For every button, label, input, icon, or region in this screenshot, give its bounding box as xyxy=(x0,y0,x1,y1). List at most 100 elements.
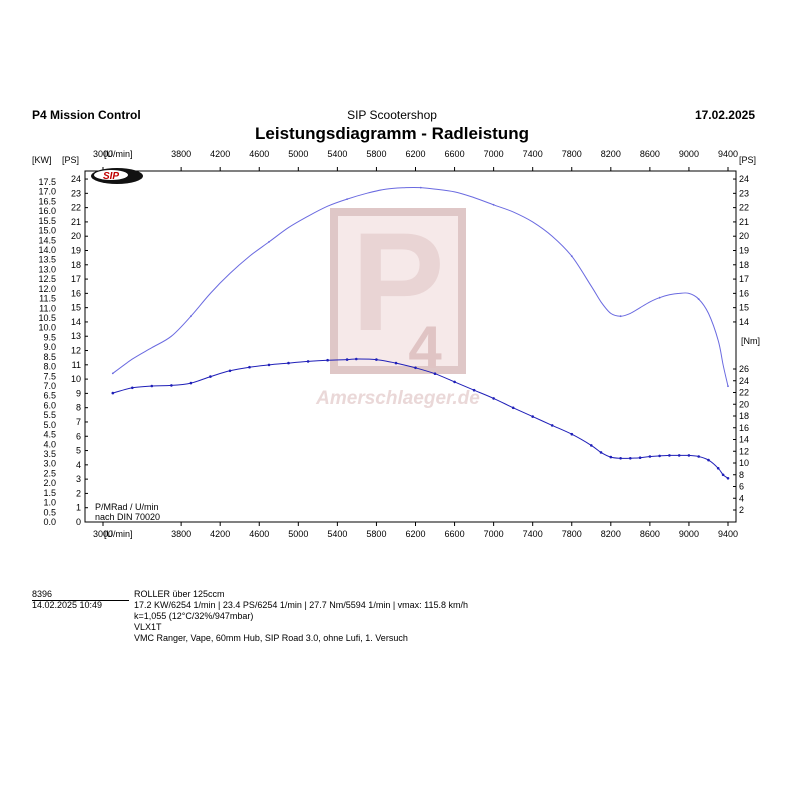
torque-point xyxy=(131,386,134,390)
x-tick-label: 8600 xyxy=(640,529,660,539)
kw-tick-label: 0.0 xyxy=(43,517,56,527)
ps-tick-label: 0 xyxy=(76,517,81,527)
power-point xyxy=(697,298,700,300)
nm-tick-label: 6 xyxy=(739,482,744,492)
x-tick-label: 5000 xyxy=(288,529,308,539)
header-date: 17.02.2025 xyxy=(694,108,755,122)
torque-point xyxy=(375,358,378,361)
torque-point xyxy=(345,358,349,361)
kw-tick-label: 0.5 xyxy=(43,507,56,517)
torque-point xyxy=(209,375,212,378)
ps-tick-label: 13 xyxy=(71,331,81,341)
torque-point xyxy=(453,380,456,384)
ps-tick-label: 8 xyxy=(76,403,81,413)
torque-point xyxy=(658,454,661,458)
axis-note-line-2: nach DIN 70020 xyxy=(95,512,160,522)
ps-tick-label: 12 xyxy=(71,346,81,356)
ps-tick-label: 16 xyxy=(71,288,81,298)
right-ps-tick-label: 20 xyxy=(739,231,749,241)
x-tick-label: 6200 xyxy=(405,529,425,539)
kw-tick-label: 8.5 xyxy=(43,352,56,362)
ps-tick-label: 19 xyxy=(71,245,81,255)
torque-point xyxy=(619,457,622,460)
header-company: SIP Scootershop xyxy=(347,108,437,122)
kw-tick-label: 3.0 xyxy=(43,459,56,469)
right-ps-tick-label: 22 xyxy=(739,203,749,213)
torque-point xyxy=(433,372,437,376)
torque-point xyxy=(677,454,681,457)
x-tick-label: 5800 xyxy=(366,529,386,539)
ps-tick-label: 24 xyxy=(71,174,81,184)
results-line: 17.2 KW/6254 1/min | 23.4 PS/6254 1/min … xyxy=(134,600,469,610)
torque-point xyxy=(228,369,232,373)
nm-tick-label: 20 xyxy=(739,399,749,409)
torque-point xyxy=(609,455,613,459)
top-x-tick-label: 8600 xyxy=(640,149,660,159)
kw-tick-label: 15.0 xyxy=(38,226,56,236)
right-ps-tick-label: 18 xyxy=(739,260,749,270)
ps-tick-label: 11 xyxy=(72,360,81,370)
torque-point xyxy=(414,366,417,370)
x-tick-label: 9400 xyxy=(718,529,738,539)
top-x-tick-label: 5000 xyxy=(288,149,308,159)
plot-frame xyxy=(84,170,737,523)
ps-unit-label: [PS] xyxy=(62,155,79,165)
ps-tick-label: 2 xyxy=(76,488,81,498)
right-ps-unit-label: [PS] xyxy=(739,155,756,165)
kw-tick-label: 9.0 xyxy=(43,342,56,352)
kw-tick-label: 17.0 xyxy=(38,187,56,197)
top-x-tick-label: 7000 xyxy=(484,149,504,159)
kw-tick-label: 17.5 xyxy=(38,177,56,187)
kw-tick-label: 11.0 xyxy=(39,303,56,313)
top-x-tick-label: 7800 xyxy=(562,149,582,159)
torque-point xyxy=(648,455,652,458)
kw-tick-label: 15.5 xyxy=(38,216,56,226)
nm-tick-label: 14 xyxy=(739,435,749,445)
ps-tick-label: 20 xyxy=(71,231,81,241)
torque-point xyxy=(492,397,495,400)
kw-tick-label: 4.5 xyxy=(43,430,56,440)
p4-watermark: P 4 Amerschlaeger.de xyxy=(315,203,480,409)
top-x-tick-label: 6200 xyxy=(405,149,425,159)
kw-tick-label: 7.0 xyxy=(43,381,56,391)
x-tick-label: 3800 xyxy=(171,529,191,539)
torque-point xyxy=(599,451,603,454)
kw-tick-label: 14.0 xyxy=(38,245,56,255)
ps-tick-label: 21 xyxy=(71,217,81,227)
header-left-title: P4 Mission Control xyxy=(32,108,141,122)
torque-point xyxy=(355,357,358,361)
torque-point xyxy=(590,444,593,447)
power-point xyxy=(492,203,495,206)
torque-point xyxy=(638,456,642,460)
right-ps-tick-label: 19 xyxy=(739,245,749,255)
watermark-text: Amerschlaeger.de xyxy=(315,388,480,409)
torque-point xyxy=(267,363,271,367)
top-x-tick-label: 7400 xyxy=(523,149,543,159)
x-tick-label: 7400 xyxy=(523,529,543,539)
top-x-tick-label: 9400 xyxy=(718,149,738,159)
kw-tick-label: 10.0 xyxy=(38,323,56,333)
kw-tick-label: 1.0 xyxy=(43,498,56,508)
run-id: 8396 xyxy=(32,589,53,599)
torque-point xyxy=(111,391,115,395)
x-tick-label: 8200 xyxy=(601,529,621,539)
kw-tick-label: 12.5 xyxy=(38,274,56,284)
torque-point xyxy=(726,477,730,480)
kw-tick-label: 13.5 xyxy=(38,255,56,265)
power-point xyxy=(658,296,661,299)
top-x-tick-label: 8200 xyxy=(601,149,621,159)
ps-tick-label: 18 xyxy=(71,260,81,270)
top-x-tick-label: 4600 xyxy=(249,149,269,159)
vehicle-class: ROLLER über 125ccm xyxy=(134,589,225,599)
torque-point xyxy=(707,458,710,462)
top-x-tick-label: 4200 xyxy=(210,149,230,159)
ps-tick-label: 23 xyxy=(71,188,81,198)
torque-point xyxy=(697,455,700,458)
ps-tick-label: 10 xyxy=(71,374,81,384)
right-ps-tick-label: 15 xyxy=(739,303,749,313)
sip-logo: SIP xyxy=(91,168,143,184)
x-tick-label: 7000 xyxy=(484,529,504,539)
top-x-tick-label: 6600 xyxy=(445,149,465,159)
nm-tick-label: 10 xyxy=(739,458,749,468)
kw-tick-label: 9.5 xyxy=(43,332,56,342)
